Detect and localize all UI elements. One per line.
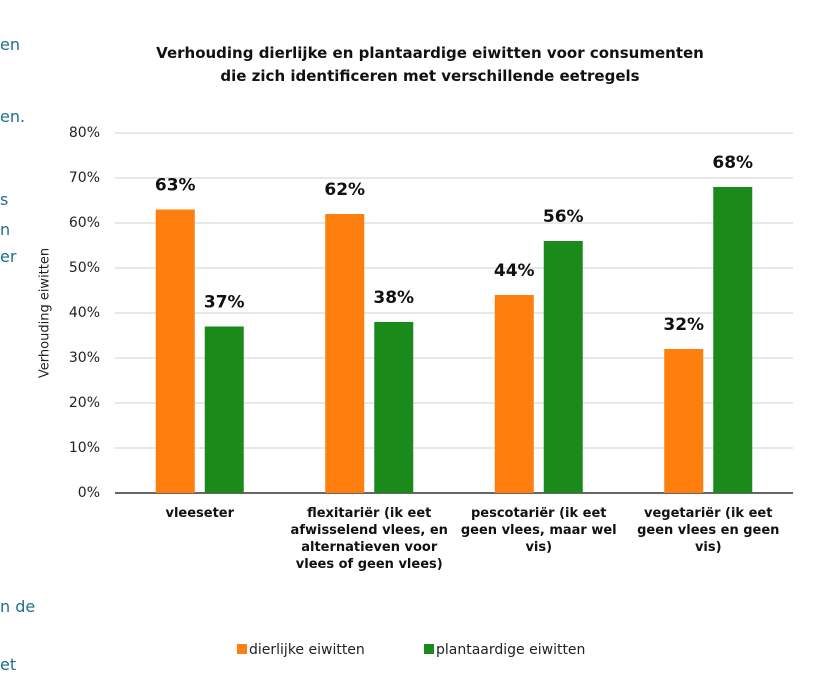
legend-label: plantaardige eiwitten [436, 642, 585, 658]
bar [155, 209, 195, 493]
bar [494, 295, 534, 493]
legend-swatch [237, 644, 247, 654]
legend-label: dierlijke eiwitten [249, 642, 365, 658]
data-label: 68% [712, 153, 753, 173]
data-label: 56% [543, 207, 584, 227]
bar [204, 326, 244, 493]
bar [543, 241, 583, 493]
y-tick-label: 80% [69, 125, 100, 141]
data-label: 62% [324, 180, 365, 200]
data-label: 44% [494, 261, 535, 281]
y-tick-label: 10% [69, 440, 100, 456]
x-tick-label: vegetariër (ik eet geen vlees en geen vi… [637, 506, 780, 555]
x-tick-label: flexitariër (ik eet afwisselend vlees, e… [290, 506, 448, 572]
background-text: et [0, 655, 17, 674]
y-axis-label: Verhouding eiwitten [38, 248, 53, 378]
x-tick-label: pescotariër (ik eet geen vlees, maar wel… [460, 506, 617, 555]
background-text: s [0, 190, 9, 209]
bar [713, 187, 753, 493]
data-label: 37% [204, 293, 245, 313]
y-tick-label: 60% [69, 215, 100, 231]
background-text: er [0, 247, 17, 266]
bar [325, 214, 365, 493]
chart-title: Verhouding dierlijke en plantaardige eiw… [156, 44, 704, 85]
bar [664, 349, 704, 493]
bar [374, 322, 414, 493]
y-tick-label: 70% [69, 170, 100, 186]
data-label: 32% [663, 315, 704, 335]
background-text: en [0, 35, 20, 54]
background-text: n de [0, 597, 36, 616]
y-tick-label: 50% [69, 260, 100, 276]
y-tick-label: 40% [69, 305, 100, 321]
y-tick-label: 20% [69, 395, 100, 411]
y-tick-label: 30% [69, 350, 100, 366]
background-text: en. [0, 107, 26, 126]
data-label: 63% [155, 176, 196, 196]
background-text: n [0, 220, 11, 239]
y-tick-label: 0% [78, 485, 100, 501]
legend-swatch [424, 644, 434, 654]
data-label: 38% [373, 288, 414, 308]
x-tick-label: vleeseter [165, 506, 235, 521]
